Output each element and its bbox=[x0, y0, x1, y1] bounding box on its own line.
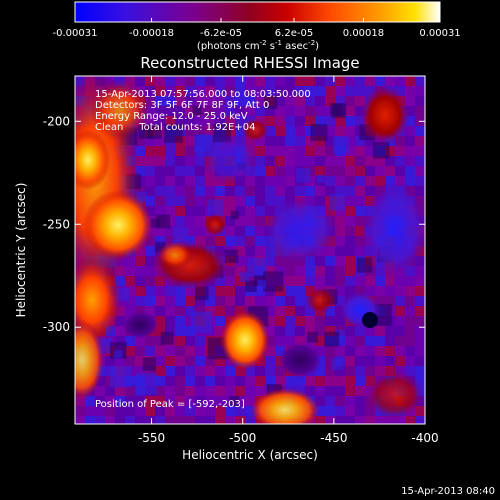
y-axis-tick-label: -200 bbox=[43, 114, 70, 128]
peak-position-label: Position of Peak = [-592,-203] bbox=[95, 399, 245, 410]
x-axis-label: Heliocentric X (arcsec) bbox=[182, 448, 318, 462]
x-axis-tick-label: -450 bbox=[320, 431, 347, 445]
footer-timestamp: 15-Apr-2013 08:40 bbox=[401, 486, 495, 497]
info-detectors: Detectors: 3F 5F 6F 7F 8F 9F, Att 0 bbox=[95, 100, 269, 111]
plot-frame bbox=[74, 75, 426, 425]
y-axis-tick-label: -300 bbox=[43, 320, 70, 334]
info-time-range: 15-Apr-2013 07:57:56.000 to 08:03:50.000 bbox=[95, 89, 311, 100]
y-axis: -200 -250 -300 bbox=[43, 114, 425, 334]
y-axis-label: Heliocentric Y (arcsec) bbox=[14, 183, 28, 318]
x-axis-tick-label: -550 bbox=[138, 431, 165, 445]
x-axis-tick-label: -500 bbox=[229, 431, 256, 445]
colorbar-ticks bbox=[74, 18, 441, 22]
colorbar-tick-label: -0.00031 bbox=[53, 28, 98, 39]
colorbar-tick-label: 0.00018 bbox=[343, 28, 384, 39]
x-axis-tick-label: -400 bbox=[411, 431, 438, 445]
rhessi-image bbox=[75, 76, 425, 424]
info-energy-range: Energy Range: 12.0 - 25.0 keV bbox=[95, 111, 248, 122]
colorbar-tick-label: 0.00031 bbox=[419, 28, 460, 39]
colorbar-tick-labels: -0.00031 -0.00018 -6.2e-05 6.2e-05 0.00018 0.… bbox=[53, 28, 461, 39]
info-method-counts: Clean Total counts: 1.92E+04 bbox=[95, 122, 255, 133]
emission-features bbox=[75, 76, 425, 424]
colorbar-unit-label: (photons cm-2 s-1 asec-2) bbox=[197, 39, 319, 52]
plot-title: Reconstructed RHESSI Image bbox=[140, 54, 359, 72]
y-axis-tick-label: -250 bbox=[43, 217, 70, 231]
x-axis: -550 -500 -450 -400 bbox=[138, 76, 439, 445]
colorbar: -0.00031 -0.00018 -6.2e-05 6.2e-05 0.00018 0.… bbox=[53, 1, 461, 52]
observation-info: 15-Apr-2013 07:57:56.000 to 08:03:50.000… bbox=[95, 89, 311, 133]
colorbar-gradient bbox=[74, 1, 441, 23]
colorbar-tick-label: -6.2e-05 bbox=[200, 28, 242, 39]
colorbar-tick-label: -0.00018 bbox=[129, 28, 174, 39]
colorbar-tick-label: 6.2e-05 bbox=[275, 28, 313, 39]
